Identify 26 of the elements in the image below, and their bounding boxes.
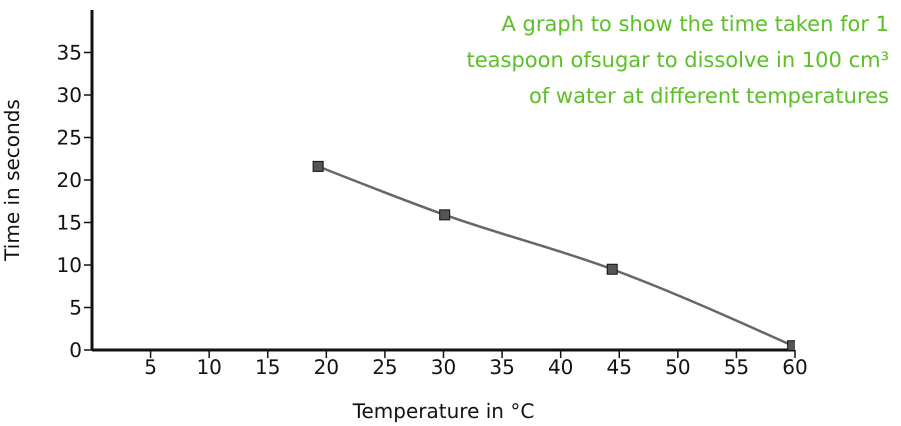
x-tick-label: 5	[144, 355, 157, 380]
x-tick-label: 40	[548, 355, 574, 380]
x-axis-title: Temperature in °C	[352, 399, 534, 423]
point	[606, 264, 618, 275]
x-tick-label: 35	[489, 355, 515, 380]
point	[312, 160, 324, 172]
x-tick-label: 20	[314, 355, 340, 380]
x-tick-label: 55	[724, 355, 750, 380]
y-tick-label: 25	[56, 126, 82, 150]
y-tick-label: 35	[56, 40, 82, 65]
y-axis-title: Time in seconds	[0, 99, 24, 262]
x-tick-label: 60	[782, 355, 808, 380]
y-tick-label: 20	[56, 168, 82, 192]
x-tick-label: 15	[255, 355, 280, 380]
y-tick-label: 10	[56, 253, 82, 278]
y-tick-label: 15	[56, 210, 82, 235]
x-tick-label: 45	[606, 355, 632, 380]
x-tick-label: 50	[665, 355, 691, 380]
x-tick-label: 25	[372, 355, 398, 380]
y-tick-label: 5	[69, 296, 82, 320]
y-tick-label: 0	[69, 338, 82, 362]
x-tick-label: 30	[430, 355, 456, 380]
y-tick-label: 30	[56, 83, 82, 108]
x-tick-label: 10	[196, 355, 222, 380]
point	[439, 209, 450, 220]
text: A graph to show the time taken for 1 teaspoon ofsugar to dissolve in 100 cm³ of water at different temperatures	[466, 11, 889, 110]
